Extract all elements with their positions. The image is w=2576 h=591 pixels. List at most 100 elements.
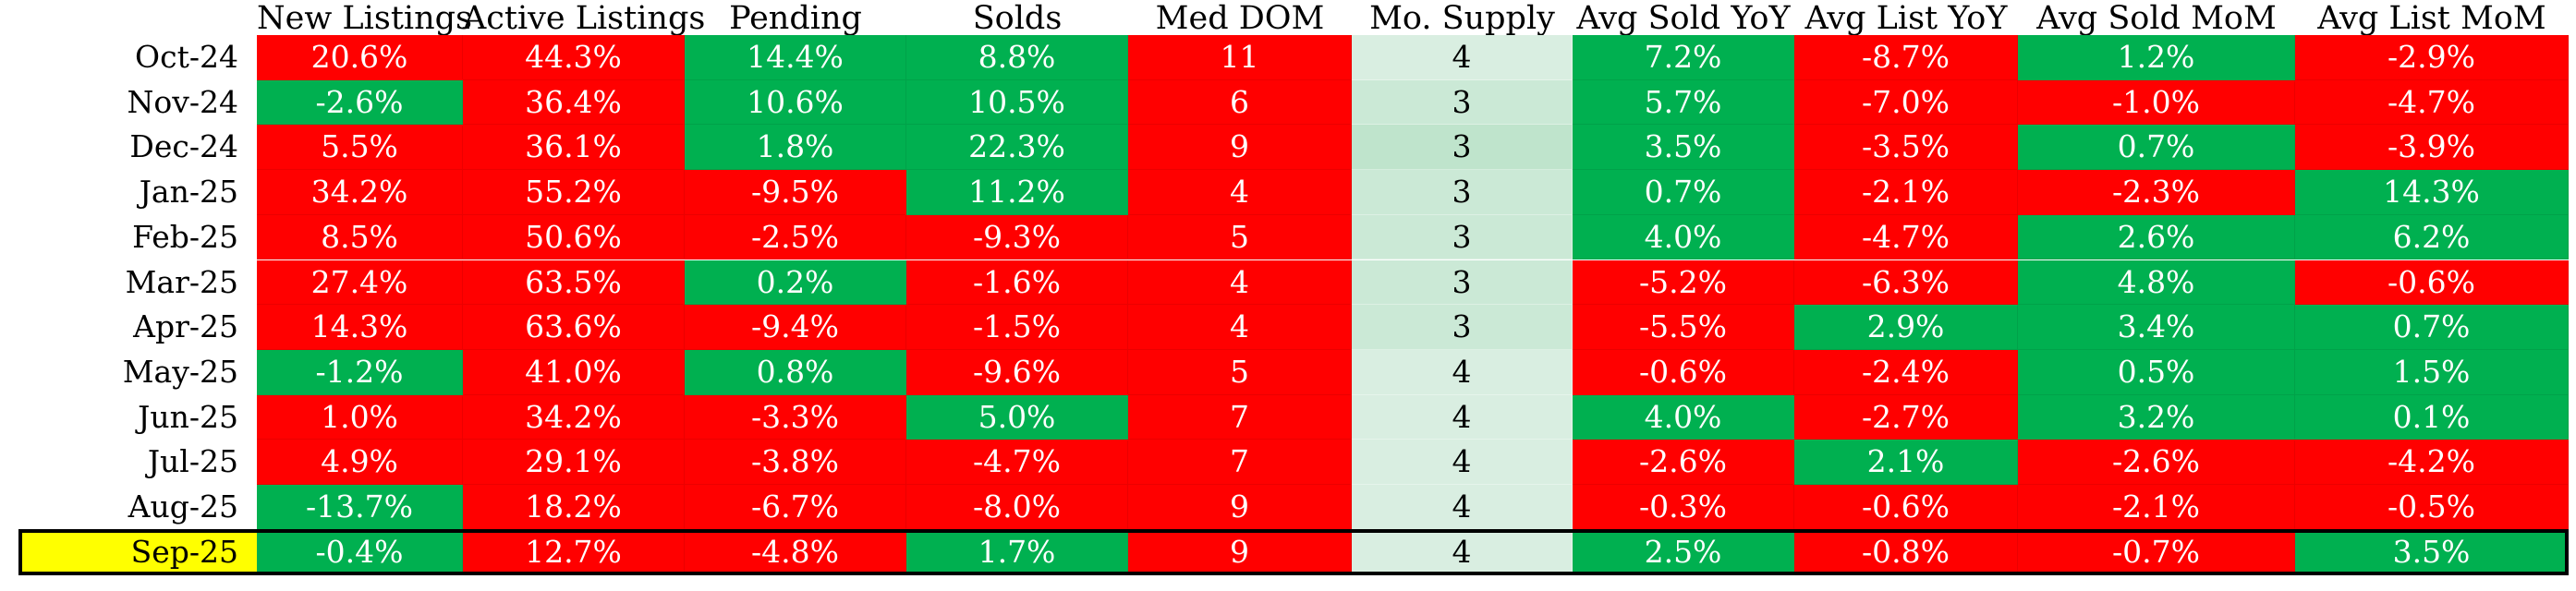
table-cell: 41.0% xyxy=(463,349,685,395)
table-cell: -7.0% xyxy=(1794,79,2018,126)
row-label: Apr-25 xyxy=(133,308,238,345)
column-header: Avg List MoM xyxy=(2317,0,2546,37)
table-cell: 3 xyxy=(1352,170,1573,215)
table-cell: -9.6% xyxy=(906,349,1128,395)
table-cell: -9.5% xyxy=(685,170,906,215)
table-cell: 8.5% xyxy=(257,214,463,260)
table-cell: 1.2% xyxy=(2018,35,2295,80)
table-cell: 4 xyxy=(1352,485,1573,530)
table-cell: -0.6% xyxy=(1794,485,2018,530)
table-cell: 0.2% xyxy=(685,259,906,306)
table-cell: -0.5% xyxy=(2295,485,2569,530)
table-cell: -2.1% xyxy=(2018,485,2295,530)
table-cell: 5 xyxy=(1128,349,1352,395)
table-cell: 34.2% xyxy=(463,394,685,440)
table-cell: -0.4% xyxy=(257,529,463,575)
table-cell: 4.0% xyxy=(1573,214,1794,260)
table-cell: 4 xyxy=(1352,394,1573,440)
table-cell: 3 xyxy=(1352,79,1573,126)
column-header: Mo. Supply xyxy=(1369,0,1555,37)
table-cell: -2.1% xyxy=(1794,170,2018,215)
table-cell: 55.2% xyxy=(463,170,685,215)
table-cell: -3.5% xyxy=(1794,125,2018,171)
table-cell: 7 xyxy=(1128,394,1352,440)
table-cell: 20.6% xyxy=(257,35,463,80)
table-cell: 27.4% xyxy=(257,259,463,306)
table-cell: 14.4% xyxy=(685,35,906,80)
row-label: Dec-24 xyxy=(129,128,238,165)
table-cell: 2.1% xyxy=(1794,440,2018,485)
table-cell: -2.5% xyxy=(685,214,906,260)
table-cell: 0.7% xyxy=(2018,125,2295,171)
table-cell: 4 xyxy=(1128,259,1352,306)
table-cell: 1.5% xyxy=(2295,349,2569,395)
table-cell: 3.5% xyxy=(1573,125,1794,171)
table-cell: -1.6% xyxy=(906,259,1128,306)
table-cell: 5.5% xyxy=(257,125,463,171)
table-cell: -4.7% xyxy=(2295,79,2569,126)
table-cell: 2.9% xyxy=(1794,305,2018,350)
table-cell: -5.5% xyxy=(1573,305,1794,350)
table-cell: -4.2% xyxy=(2295,440,2569,485)
table-cell: -13.7% xyxy=(257,485,463,530)
row-label: Mar-25 xyxy=(125,263,238,300)
table-cell: 14.3% xyxy=(2295,170,2569,215)
table-cell: 7 xyxy=(1128,440,1352,485)
table-cell: -2.6% xyxy=(1573,440,1794,485)
table-cell: 4 xyxy=(1352,529,1573,575)
column-header: Pending xyxy=(729,0,862,37)
column-header: Avg List YoY xyxy=(1804,0,2008,37)
table-cell: 3.4% xyxy=(2018,305,2295,350)
table-cell: -5.2% xyxy=(1573,259,1794,306)
row-label: Jun-25 xyxy=(138,398,238,435)
table-cell: -2.4% xyxy=(1794,349,2018,395)
table-cell: 22.3% xyxy=(906,125,1128,171)
table-cell: -0.7% xyxy=(2018,529,2295,575)
table-cell: 8.8% xyxy=(906,35,1128,80)
table-cell: 3 xyxy=(1352,305,1573,350)
column-header: New Listings xyxy=(257,0,472,37)
table-cell: 5 xyxy=(1128,214,1352,260)
table-cell: 34.2% xyxy=(257,170,463,215)
table-cell: 1.8% xyxy=(685,125,906,171)
table-cell: -9.4% xyxy=(685,305,906,350)
table-cell: -1.2% xyxy=(257,349,463,395)
table-cell: 10.5% xyxy=(906,79,1128,126)
table-cell: -4.7% xyxy=(1794,214,2018,260)
table-cell: 4.8% xyxy=(2018,259,2295,306)
table-cell: 3 xyxy=(1352,125,1573,171)
table-cell: 3 xyxy=(1352,214,1573,260)
table-cell: 4 xyxy=(1352,349,1573,395)
table-cell: -4.8% xyxy=(685,529,906,575)
table-cell: 4 xyxy=(1128,305,1352,350)
row-label-highlighted: Sep-25 xyxy=(18,529,257,575)
table-cell: 11.2% xyxy=(906,170,1128,215)
table-cell: -9.3% xyxy=(906,214,1128,260)
table-cell: -2.3% xyxy=(2018,170,2295,215)
table-cell: 0.1% xyxy=(2295,394,2569,440)
table-cell: 1.0% xyxy=(257,394,463,440)
table-cell: -3.3% xyxy=(685,394,906,440)
table-cell: -0.8% xyxy=(1794,529,2018,575)
row-label: Aug-25 xyxy=(128,488,238,525)
column-header: Active Listings xyxy=(463,0,706,37)
row-label: May-25 xyxy=(122,353,238,390)
table-cell: -2.7% xyxy=(1794,394,2018,440)
table-cell: 3 xyxy=(1352,259,1573,306)
table-cell: 6 xyxy=(1128,79,1352,126)
table-cell: 7.2% xyxy=(1573,35,1794,80)
table-cell: -2.6% xyxy=(257,79,463,126)
column-header: Med DOM xyxy=(1155,0,1325,37)
table-cell: 29.1% xyxy=(463,440,685,485)
table-cell: 44.3% xyxy=(463,35,685,80)
table-cell: 4.9% xyxy=(257,440,463,485)
table-cell: 6.2% xyxy=(2295,214,2569,260)
table-cell: 36.4% xyxy=(463,79,685,126)
table-cell: 4 xyxy=(1352,35,1573,80)
table-cell: -3.8% xyxy=(685,440,906,485)
table-cell: -3.9% xyxy=(2295,125,2569,171)
table-cell: 0.7% xyxy=(1573,170,1794,215)
table-cell: 4 xyxy=(1128,170,1352,215)
table-cell: -0.6% xyxy=(2295,259,2569,306)
